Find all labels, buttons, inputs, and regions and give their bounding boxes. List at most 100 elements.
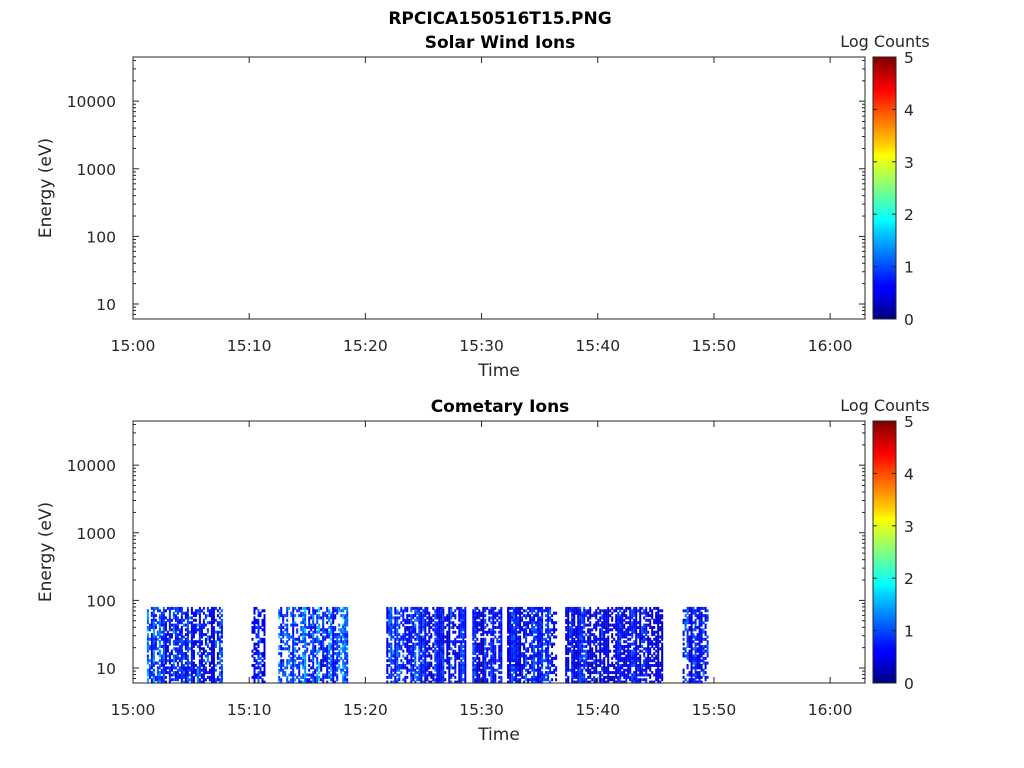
- spectrogram-cell: [525, 675, 528, 679]
- spectrogram-cell: [605, 649, 608, 653]
- spectrogram-cell: [394, 675, 397, 679]
- spectrogram-cell: [523, 609, 526, 613]
- spectrogram-cell: [336, 640, 339, 644]
- spectrogram-cell: [474, 671, 477, 675]
- spectrogram-cell: [615, 654, 618, 658]
- spectrogram-cell: [326, 652, 329, 656]
- spectrogram-cell: [635, 609, 638, 613]
- spectrogram-cell: [547, 642, 550, 646]
- spectrogram-cell: [696, 661, 699, 665]
- spectrogram-cell: [410, 621, 413, 625]
- spectrogram-cell: [166, 630, 169, 634]
- spectrogram-cell: [292, 640, 295, 644]
- spectrogram-cell: [286, 647, 289, 651]
- spectrogram-cell: [573, 630, 576, 634]
- spectrogram-cell: [410, 652, 413, 656]
- spectrogram-cell: [168, 626, 171, 629]
- spectrogram-cell: [212, 606, 215, 610]
- spectrogram-cell: [422, 673, 425, 677]
- spectrogram-cell: [694, 675, 697, 679]
- spectrogram-cell: [206, 642, 209, 646]
- spectrogram-cell: [390, 618, 393, 622]
- spectrogram-cell: [478, 647, 481, 651]
- spectrogram-cell: [158, 664, 161, 667]
- spectrogram-cell: [509, 678, 512, 682]
- spectrogram-cell: [304, 642, 307, 646]
- x-tick-label: 15:00: [111, 337, 156, 355]
- spectrogram-cell: [565, 680, 568, 684]
- spectrogram-cell: [464, 664, 467, 667]
- spectrogram-cell: [316, 609, 319, 613]
- spectrogram-cell: [406, 618, 409, 622]
- spectrogram-cell: [422, 668, 425, 672]
- spectrogram-cell: [456, 606, 459, 610]
- spectrogram-cell: [657, 652, 660, 656]
- spectrogram-cell: [623, 659, 626, 663]
- spectrogram-cell: [216, 621, 219, 625]
- spectrogram-cell: [302, 611, 305, 615]
- spectrogram-cell: [406, 645, 409, 648]
- spectrogram-cell: [573, 668, 576, 672]
- spectrogram-cell: [617, 616, 620, 620]
- spectrogram-cell: [320, 659, 323, 663]
- spectrogram-cell: [613, 666, 616, 670]
- spectrogram-cell: [212, 678, 215, 682]
- spectrogram-cell: [587, 675, 590, 679]
- spectrogram-cell: [166, 671, 169, 675]
- spectrogram-cell: [158, 618, 161, 622]
- spectrogram-cell: [458, 649, 461, 653]
- spectrogram-cell: [182, 668, 185, 672]
- spectrogram-cell: [641, 678, 644, 682]
- spectrogram-cell: [390, 647, 393, 651]
- spectrogram-cell: [694, 659, 697, 663]
- spectrogram-cell: [164, 616, 167, 620]
- spectrogram-cell: [700, 637, 703, 641]
- spectrogram-cell: [567, 661, 570, 665]
- spectrogram-cell: [657, 666, 660, 670]
- spectrogram-cell: [692, 611, 695, 615]
- spectrogram-cell: [472, 635, 475, 639]
- spectrogram-cell: [442, 654, 445, 658]
- spectrogram-cell: [575, 606, 578, 610]
- spectrogram-cell: [422, 666, 425, 670]
- spectrogram-cell: [322, 637, 325, 641]
- spectrogram-cell: [402, 664, 405, 667]
- spectrogram-cell: [641, 645, 644, 648]
- spectrogram-cell: [571, 671, 574, 675]
- spectrogram-cell: [458, 618, 461, 622]
- spectrogram-cell: [436, 626, 439, 629]
- spectrogram-cell: [342, 626, 345, 629]
- spectrogram-cell: [216, 654, 219, 658]
- spectrogram-cell: [641, 626, 644, 629]
- spectrogram-cell: [639, 661, 642, 665]
- spectrogram-cell: [539, 633, 542, 637]
- spectrogram-cell: [432, 649, 435, 653]
- spectrogram-cell: [507, 637, 510, 641]
- spectrogram-cell: [172, 678, 175, 682]
- spectrogram-cell: [525, 621, 528, 625]
- spectrogram-cell: [541, 645, 544, 648]
- spectrogram-cell: [513, 654, 516, 658]
- spectrogram-cell: [537, 652, 540, 656]
- spectrogram-cell: [476, 645, 479, 648]
- spectrogram-cell: [690, 628, 693, 632]
- spectrogram-cell: [434, 680, 437, 684]
- spectrogram-cell: [212, 616, 215, 620]
- spectrogram-cell: [166, 618, 169, 622]
- spectrogram-cell: [482, 649, 485, 653]
- spectrogram-cell: [690, 673, 693, 677]
- spectrogram-cell: [438, 618, 441, 622]
- spectrogram-cell: [702, 668, 705, 672]
- spectrogram-cell: [180, 647, 183, 651]
- spectrogram-cell: [168, 666, 171, 670]
- spectrogram-cell: [255, 673, 258, 677]
- spectrogram-cell: [607, 661, 610, 665]
- spectrogram-cell: [700, 628, 703, 632]
- spectrogram-cell: [198, 606, 201, 610]
- spectrogram-cell: [154, 623, 157, 627]
- spectrogram-cell: [422, 680, 425, 684]
- spectrogram-cell: [204, 614, 207, 618]
- spectrogram-cell: [176, 609, 179, 613]
- spectrogram-cell: [637, 626, 640, 629]
- spectrogram-cell: [444, 626, 447, 629]
